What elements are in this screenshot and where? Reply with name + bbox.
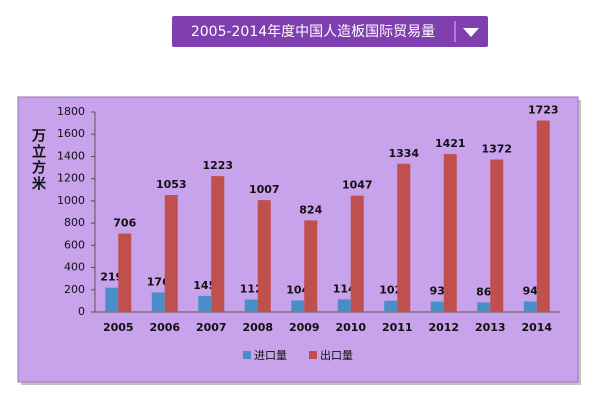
title-dropdown[interactable]: 2005-2014年度中国人造板国际贸易量 — [172, 16, 488, 47]
x-tick-label: 2013 — [475, 321, 506, 334]
x-tick-label: 2009 — [289, 321, 320, 334]
y-tick-label: 200 — [64, 283, 85, 296]
y-axis-label: 万立方米 — [30, 128, 47, 192]
data-label: 86 — [476, 285, 492, 298]
y-tick-label: 600 — [64, 238, 85, 251]
data-label: 145 — [193, 279, 216, 292]
bar — [164, 195, 178, 312]
y-tick-label: 1800 — [57, 105, 85, 118]
bar — [198, 295, 212, 312]
bar — [211, 176, 225, 312]
x-tick-label: 2006 — [149, 321, 180, 334]
title-banner[interactable] — [172, 16, 488, 47]
data-label: 824 — [299, 203, 322, 216]
x-tick-label: 2014 — [521, 321, 552, 334]
legend-swatch — [243, 351, 251, 359]
data-label: 176 — [147, 275, 170, 288]
chart-title: 2005-2014年度中国人造板国际贸易量 — [191, 24, 435, 40]
bar — [397, 163, 411, 312]
y-tick-label: 400 — [64, 261, 85, 274]
x-tick-label: 2008 — [242, 321, 273, 334]
bar — [105, 287, 119, 312]
data-label: 1372 — [481, 143, 512, 156]
data-label: 102 — [379, 284, 402, 297]
y-tick-label: 1200 — [57, 172, 85, 185]
x-tick-label: 2012 — [428, 321, 459, 334]
data-label: 1334 — [388, 147, 419, 160]
bar — [443, 154, 457, 312]
bar — [384, 300, 398, 312]
data-label: 219 — [100, 271, 123, 284]
data-label: 104 — [286, 283, 309, 296]
data-label: 1723 — [528, 104, 559, 117]
bar — [490, 159, 504, 312]
bar — [523, 301, 537, 312]
y-tick-label: 0 — [78, 305, 85, 318]
bar — [430, 301, 444, 312]
bar — [350, 195, 364, 312]
bar — [477, 302, 491, 312]
legend-label: 出口量 — [320, 348, 353, 362]
x-tick-label: 2005 — [103, 321, 134, 334]
y-tick-label: 800 — [64, 216, 85, 229]
legend-swatch — [309, 351, 317, 359]
bar — [257, 200, 271, 312]
bar — [291, 300, 305, 312]
bar — [118, 233, 132, 312]
data-label: 93 — [430, 285, 445, 298]
bar — [244, 299, 258, 312]
x-tick-label: 2007 — [196, 321, 227, 334]
data-label: 1047 — [342, 179, 373, 192]
bar — [536, 120, 550, 312]
data-label: 706 — [113, 217, 136, 230]
data-label: 1223 — [202, 159, 233, 172]
data-label: 94 — [523, 285, 539, 298]
chart-frame — [17, 96, 579, 383]
y-tick-label: 1600 — [57, 127, 85, 140]
data-label: 1421 — [435, 137, 466, 150]
bar — [151, 292, 165, 312]
data-label: 114 — [333, 282, 356, 295]
y-tick-label: 1000 — [57, 194, 85, 207]
data-label: 1007 — [249, 183, 280, 196]
dropdown-arrow[interactable] — [463, 28, 479, 37]
bar — [304, 220, 318, 312]
data-label: 1053 — [156, 178, 187, 191]
x-tick-label: 2010 — [335, 321, 366, 334]
x-tick-label: 2011 — [382, 321, 413, 334]
data-label: 112 — [240, 283, 263, 296]
bar — [337, 299, 351, 312]
y-tick-label: 1400 — [57, 149, 85, 162]
legend-label: 进口量 — [254, 349, 287, 362]
